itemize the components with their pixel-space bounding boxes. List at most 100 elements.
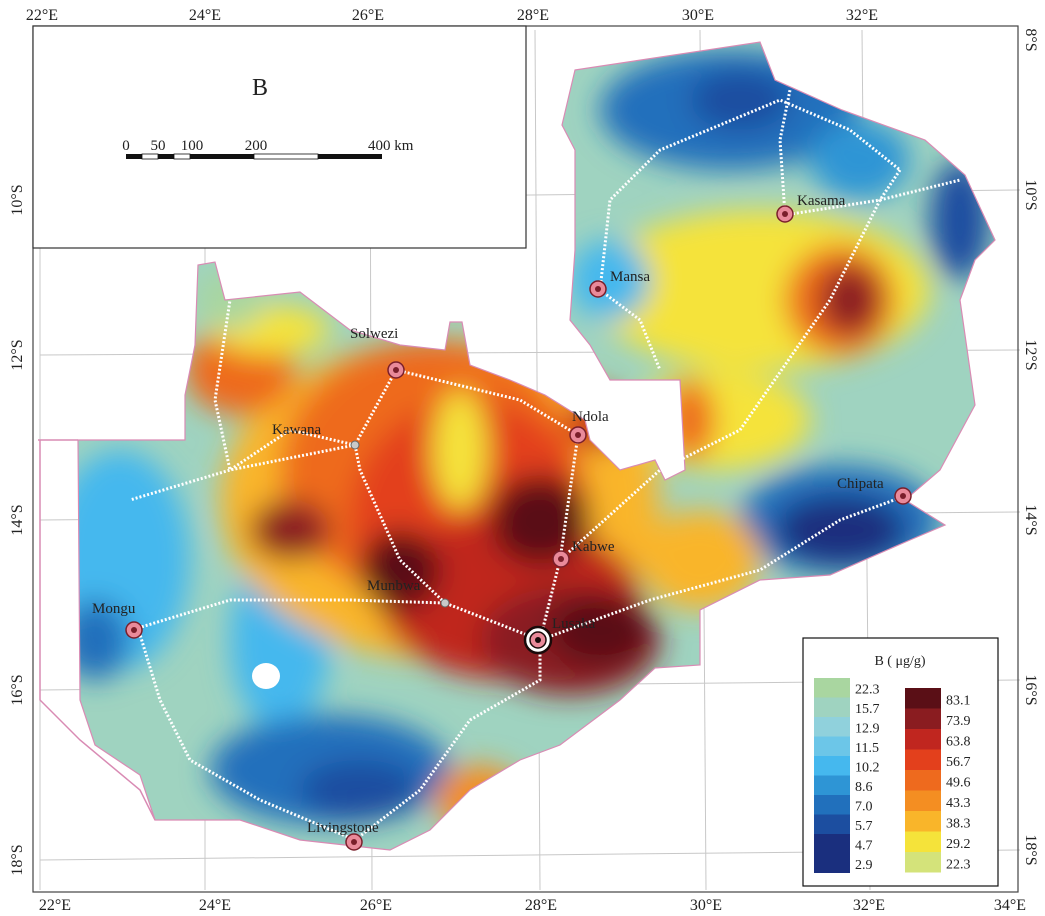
bottom-lon-tick: 24°E [199,897,231,914]
road-network [129,89,961,842]
city-label: Ndola [572,409,609,425]
legend-low-label: 4.7 [855,839,873,854]
legend-high-label: 73.9 [946,714,971,729]
city-kawana[interactable]: Kawana [272,422,360,450]
legend-high-swatch [905,811,941,832]
left-lat-tick: 10°S [9,184,26,215]
bottom-lon-tick: 30°E [690,897,722,914]
right-lat-tick: 16°S [1022,674,1039,705]
top-lon-tick: 28°E [517,7,549,24]
legend-low-swatch [814,736,850,756]
top-lon-tick: 30°E [682,7,714,24]
right-lat-ticks: 8°S 10°S 12°S 14°S 16°S 18°S [1022,28,1039,865]
left-lat-tick: 18°S [9,844,26,875]
city-lusaka[interactable]: Lusaka [523,616,596,655]
legend-low-label: 15.7 [855,702,880,717]
legend-low-swatch [814,853,850,873]
city-label: Mongu [92,601,136,617]
legend: B ( μg/g) 22.3 15.7 12.9 11.5 10.2 8.6 7.0 5.7 4… [802,637,999,887]
legend-low-swatch [814,814,850,834]
legend-high-label: 38.3 [946,817,971,832]
legend-low-swatch [814,795,850,815]
city-ndola[interactable]: Ndola [569,409,609,444]
scale-tick-100: 100 [181,138,204,154]
top-lon-tick: 32°E [846,7,878,24]
top-lon-tick: 24°E [189,7,221,24]
city-label: Chipata [837,476,884,492]
city-mansa[interactable]: Mansa [589,269,650,298]
scale-bar: 0 50 100 200 400 km [122,138,414,160]
city-munbwa[interactable]: Munbwa [367,578,450,608]
legend-low-swatch [814,834,850,854]
legend-high-label: 49.6 [946,776,971,791]
bottom-lon-tick: 32°E [853,897,885,914]
city-label: Kasama [797,193,846,209]
boundary-line [38,439,156,821]
legend-title: B ( μg/g) [874,654,925,669]
legend-low-swatch [814,775,850,795]
city-label: Lusaka [552,616,596,632]
left-lat-tick: 14°S [9,504,26,535]
left-lat-ticks: 10°S 12°S 14°S 16°S 18°S [9,184,26,875]
city-kasama[interactable]: Kasama [776,193,846,223]
bottom-lon-tick: 26°E [360,897,392,914]
legend-high-swatch [905,831,941,852]
legend-high-swatch [905,729,941,750]
bottom-lon-ticks: 22°E 24°E 26°E 28°E 30°E 32°E 34°E [39,897,1026,914]
bottom-lon-tick: 28°E [525,897,557,914]
top-lon-ticks: 22°E 24°E 26°E 28°E 30°E 32°E [26,7,878,24]
scale-tick-400: 400 km [368,138,414,154]
city-solwezi[interactable]: Solwezi [350,326,405,379]
legend-high-classes: 83.1 73.9 63.8 56.7 49.6 43.3 38.3 29.2 22.3 [905,688,971,873]
city-label: Livingstone [307,820,379,836]
city-label: Kawana [272,422,321,438]
legend-low-label: 22.3 [855,683,880,698]
right-lat-tick: 8°S [1022,28,1039,51]
city-chipata[interactable]: Chipata [837,476,912,505]
left-lat-tick: 12°S [9,339,26,370]
legend-low-label: 7.0 [855,800,873,815]
legend-high-swatch [905,688,941,709]
right-lat-tick: 10°S [1022,179,1039,210]
legend-low-swatch [814,756,850,776]
top-lon-tick: 22°E [26,7,58,24]
scale-tick-200: 200 [245,138,268,154]
scale-tick-50: 50 [151,138,166,154]
city-livingstone[interactable]: Livingstone [307,820,379,851]
bottom-lon-tick: 34°E [994,897,1026,914]
legend-low-swatch [814,678,850,698]
legend-high-swatch [905,708,941,729]
legend-high-label: 43.3 [946,796,971,811]
scale-tick-0: 0 [122,138,130,154]
bottom-lon-tick: 22°E [39,897,71,914]
legend-low-label: 11.5 [855,741,879,756]
legend-high-swatch [905,770,941,791]
legend-low-label: 8.6 [855,780,873,795]
legend-high-swatch [905,790,941,811]
city-label: Kabwe [572,539,615,555]
legend-high-label: 22.3 [946,858,971,873]
top-lon-tick: 26°E [352,7,384,24]
legend-low-label: 5.7 [855,819,873,834]
city-label: Munbwa [367,578,421,594]
legend-low-label: 2.9 [855,858,873,873]
legend-low-label: 12.9 [855,722,880,737]
city-label: Solwezi [350,326,398,342]
legend-high-label: 63.8 [946,735,971,750]
city-label: Mansa [610,269,650,285]
legend-low-label: 10.2 [855,761,880,776]
legend-high-swatch [905,852,941,873]
legend-high-swatch [905,749,941,770]
right-lat-tick: 12°S [1022,339,1039,370]
right-lat-tick: 18°S [1022,834,1039,865]
legend-high-label: 56.7 [946,755,971,770]
legend-low-classes: 22.3 15.7 12.9 11.5 10.2 8.6 7.0 5.7 4.7 2.9 [814,678,880,873]
legend-high-label: 29.2 [946,837,971,852]
city-mongu[interactable]: Mongu [92,601,143,639]
city-kabwe[interactable]: Kabwe [552,539,615,568]
city-markers: Kasama Mansa Solwezi Ndola Kawana Chipat… [92,193,912,851]
element-label: B [252,75,268,101]
interpolated-surface [78,42,995,850]
inset-box [32,25,527,249]
